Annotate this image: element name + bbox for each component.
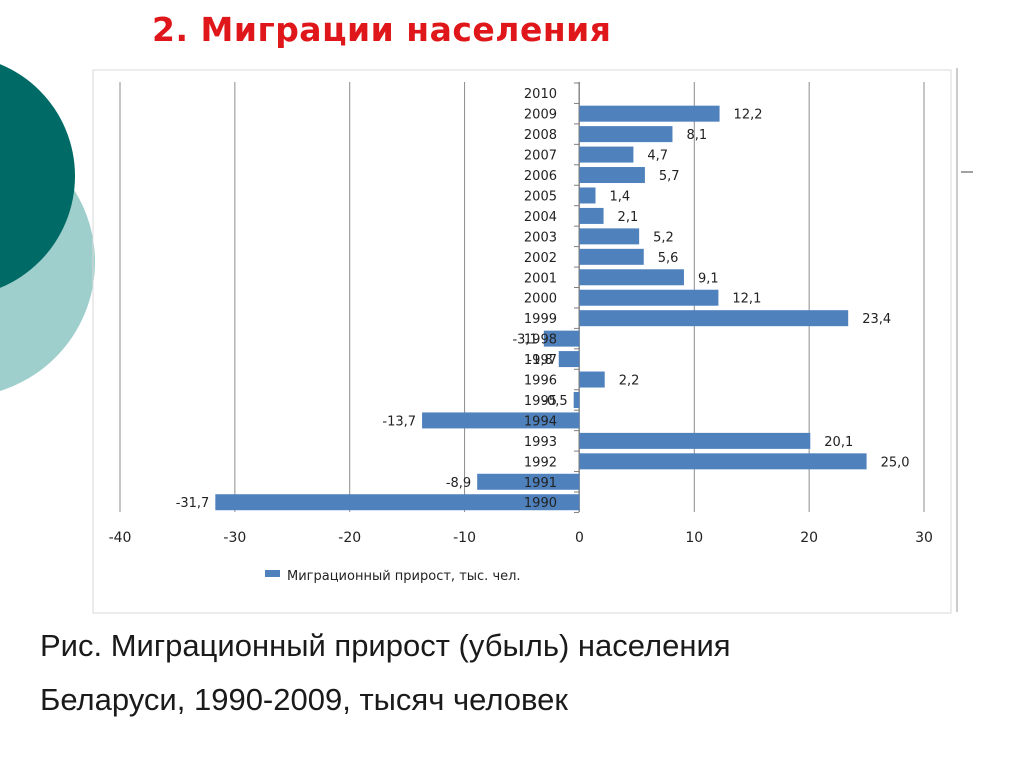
- bar-1990: [215, 494, 580, 511]
- data-label-1999: 23,4: [862, 312, 891, 327]
- data-label-1996: 2,2: [619, 374, 640, 389]
- data-label-2009: 12,2: [734, 108, 763, 123]
- category-label-1995: 1995: [524, 394, 557, 409]
- data-label-2003: 5,2: [653, 230, 674, 245]
- x-tick-label: -10: [453, 530, 476, 546]
- data-label-2002: 5,6: [658, 251, 679, 266]
- bar-1994: [422, 412, 580, 429]
- x-tick-label: -20: [338, 530, 361, 546]
- x-tick-label: 10: [685, 530, 703, 546]
- data-label-2006: 5,7: [659, 169, 680, 184]
- x-tick-label: 0: [575, 530, 584, 546]
- category-label-2006: 2006: [524, 169, 557, 184]
- category-label-1991: 1991: [524, 476, 557, 491]
- slide-title: 2. Миграции населения: [152, 10, 612, 49]
- x-tick-label: -40: [109, 530, 132, 546]
- data-label-1992: 25,0: [881, 455, 910, 470]
- data-label-2000: 12,1: [732, 292, 761, 307]
- figure-caption-line-2: Беларуси, 1990-2009, тысяч человек: [40, 682, 568, 717]
- data-label-2001: 9,1: [698, 271, 719, 286]
- category-label-2007: 2007: [524, 149, 557, 164]
- bar-2003: [579, 228, 640, 245]
- category-label-2004: 2004: [524, 210, 557, 225]
- dark-teal-circle: [0, 64, 75, 288]
- data-label-1997: -1,8: [527, 353, 552, 368]
- category-label-2003: 2003: [524, 230, 557, 245]
- data-label-1991: -8,9: [446, 476, 471, 491]
- bar-1991: [477, 473, 580, 490]
- legend-label: Миграционный прирост, тыс. чел.: [287, 569, 521, 584]
- category-label-2009: 2009: [524, 108, 557, 123]
- migration-bar-chart: -40 -30 -20 -10 0 10 20 30 2010 12,2 2009 8,1 2008 4,…: [92, 68, 973, 614]
- bar-1999: [579, 310, 849, 327]
- x-tick-label: -30: [223, 530, 246, 546]
- bar-2009: [579, 105, 720, 122]
- bar-2006: [579, 167, 645, 184]
- category-label-2005: 2005: [524, 189, 557, 204]
- bar-1998: [543, 330, 580, 347]
- x-tick-label: 30: [915, 530, 933, 546]
- bar-1993: [579, 432, 811, 449]
- bar-2005: [579, 187, 596, 204]
- data-label-2004: 2,1: [618, 210, 639, 225]
- legend-swatch: [265, 570, 280, 577]
- bar-2008: [579, 126, 673, 143]
- bar-1992: [579, 453, 867, 470]
- category-label-1996: 1996: [524, 374, 557, 389]
- bar-2002: [579, 248, 644, 265]
- bar-1995: [573, 391, 580, 408]
- data-label-2005: 1,4: [610, 189, 631, 204]
- chart-frame: [92, 69, 952, 614]
- figure-caption-line-1: Рис. Миграционный прирост (убыль) населе…: [40, 628, 731, 663]
- bar-1997: [558, 351, 580, 368]
- category-label-2008: 2008: [524, 128, 557, 143]
- category-label-1992: 1992: [524, 455, 557, 470]
- data-label-1993: 20,1: [824, 435, 853, 450]
- data-label-1990: -31,7: [176, 496, 210, 511]
- decorative-circles: [0, 64, 95, 391]
- data-label-1994: -13,7: [382, 414, 416, 429]
- category-label-1999: 1999: [524, 312, 557, 327]
- category-label-2002: 2002: [524, 251, 557, 266]
- data-label-1998: -3,1: [512, 333, 537, 348]
- bar-1996: [579, 371, 605, 388]
- category-label-1998: 1998: [524, 333, 557, 348]
- category-label-1990: 1990: [524, 496, 557, 511]
- bar-2001: [579, 269, 684, 286]
- category-label-2001: 2001: [524, 271, 557, 286]
- category-label-1994: 1994: [524, 414, 557, 429]
- x-tick-label: 20: [800, 530, 818, 546]
- bar-2007: [579, 146, 634, 163]
- bar-2004: [579, 207, 604, 224]
- data-label-1995: -0,5: [542, 394, 567, 409]
- data-label-2007: 4,7: [647, 149, 668, 164]
- bar-2000: [579, 289, 719, 306]
- category-label-2010: 2010: [524, 87, 557, 102]
- category-label-2000: 2000: [524, 292, 557, 307]
- category-label-1993: 1993: [524, 435, 557, 450]
- category-label-1997: 1997: [524, 353, 557, 368]
- data-label-2008: 8,1: [686, 128, 707, 143]
